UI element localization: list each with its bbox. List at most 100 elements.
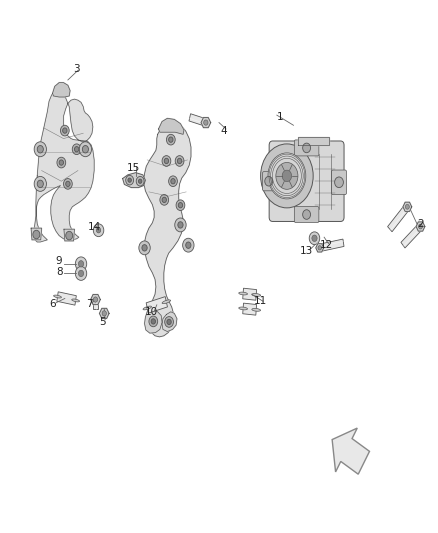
Circle shape	[72, 144, 81, 155]
Polygon shape	[403, 202, 412, 212]
Circle shape	[78, 261, 84, 267]
Ellipse shape	[252, 309, 261, 311]
Polygon shape	[145, 309, 162, 333]
FancyBboxPatch shape	[294, 206, 319, 223]
Circle shape	[34, 176, 46, 191]
Circle shape	[177, 158, 182, 164]
Polygon shape	[201, 117, 211, 128]
Polygon shape	[93, 300, 98, 309]
Circle shape	[139, 241, 150, 255]
Circle shape	[162, 156, 171, 166]
Circle shape	[282, 170, 292, 182]
Circle shape	[268, 153, 306, 199]
Circle shape	[178, 203, 183, 208]
Circle shape	[175, 156, 184, 166]
Polygon shape	[99, 308, 109, 319]
Circle shape	[74, 147, 79, 152]
Circle shape	[75, 257, 87, 271]
Circle shape	[66, 181, 70, 187]
Circle shape	[178, 222, 183, 228]
Circle shape	[175, 218, 186, 232]
Circle shape	[64, 179, 72, 189]
Text: 12: 12	[320, 240, 333, 250]
Circle shape	[169, 137, 173, 142]
Circle shape	[165, 317, 173, 327]
Ellipse shape	[239, 307, 247, 310]
Polygon shape	[298, 137, 328, 145]
Ellipse shape	[162, 300, 170, 304]
Polygon shape	[162, 312, 177, 332]
Polygon shape	[159, 118, 184, 134]
Circle shape	[265, 176, 272, 186]
Text: 9: 9	[56, 256, 63, 266]
Circle shape	[63, 128, 67, 133]
Polygon shape	[146, 297, 167, 313]
Circle shape	[176, 200, 185, 211]
Circle shape	[303, 143, 311, 153]
Polygon shape	[189, 114, 207, 126]
Polygon shape	[57, 292, 76, 305]
Text: 3: 3	[73, 64, 80, 74]
Circle shape	[126, 175, 134, 185]
Polygon shape	[53, 83, 70, 97]
Circle shape	[60, 125, 69, 136]
Text: 7: 7	[86, 299, 93, 309]
Circle shape	[66, 231, 73, 240]
Polygon shape	[243, 288, 257, 300]
Text: 10: 10	[145, 307, 158, 317]
Text: 11: 11	[254, 296, 267, 306]
Circle shape	[93, 224, 104, 237]
Circle shape	[164, 158, 169, 164]
Circle shape	[151, 319, 155, 324]
Circle shape	[128, 178, 131, 182]
Circle shape	[37, 180, 43, 188]
Ellipse shape	[239, 292, 247, 295]
Text: 2: 2	[417, 219, 424, 229]
Circle shape	[59, 160, 64, 165]
Polygon shape	[243, 303, 257, 315]
Circle shape	[149, 316, 158, 327]
Circle shape	[183, 238, 194, 252]
Ellipse shape	[72, 299, 80, 302]
Circle shape	[82, 146, 88, 153]
Circle shape	[78, 270, 84, 277]
Circle shape	[166, 134, 175, 145]
Ellipse shape	[53, 295, 61, 298]
Text: 13: 13	[300, 246, 313, 255]
FancyBboxPatch shape	[269, 141, 344, 222]
Circle shape	[312, 235, 317, 241]
Circle shape	[79, 142, 92, 157]
Circle shape	[96, 228, 101, 233]
Ellipse shape	[252, 294, 261, 296]
Circle shape	[75, 266, 87, 280]
Circle shape	[171, 179, 175, 184]
Circle shape	[303, 209, 311, 220]
Circle shape	[318, 246, 321, 250]
Circle shape	[309, 232, 320, 245]
Circle shape	[167, 319, 171, 325]
Text: 4: 4	[220, 126, 227, 135]
Text: 14: 14	[88, 222, 101, 231]
Circle shape	[57, 157, 66, 168]
Circle shape	[204, 120, 208, 125]
Circle shape	[136, 176, 144, 186]
Circle shape	[37, 146, 43, 153]
Text: 1: 1	[277, 112, 284, 122]
Polygon shape	[401, 224, 423, 248]
Circle shape	[160, 195, 169, 205]
Polygon shape	[316, 244, 324, 252]
Circle shape	[33, 230, 40, 239]
Text: 5: 5	[99, 318, 106, 327]
Polygon shape	[123, 173, 145, 188]
Circle shape	[335, 177, 343, 188]
Circle shape	[102, 311, 106, 316]
Circle shape	[138, 179, 142, 183]
Polygon shape	[91, 294, 100, 305]
Circle shape	[93, 297, 98, 302]
Text: 6: 6	[49, 299, 56, 309]
Circle shape	[142, 245, 147, 251]
FancyBboxPatch shape	[332, 170, 346, 195]
Circle shape	[261, 144, 313, 208]
Polygon shape	[416, 222, 425, 231]
Text: 8: 8	[56, 267, 63, 277]
